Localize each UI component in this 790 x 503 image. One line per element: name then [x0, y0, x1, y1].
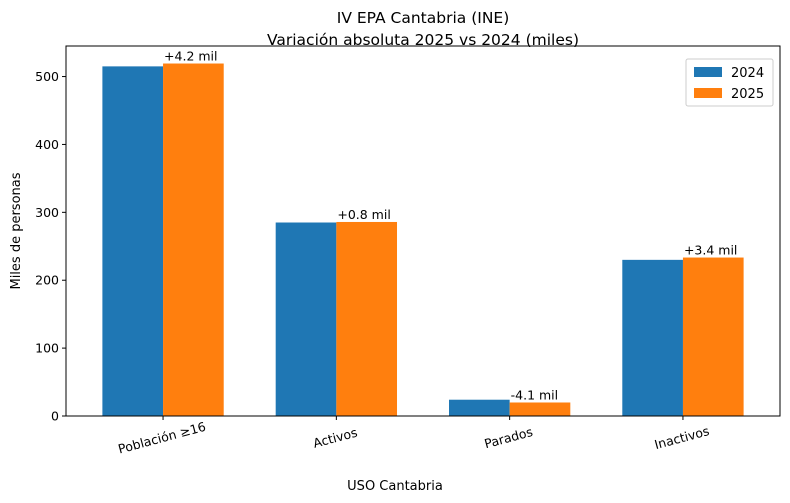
bar-inactivos-2025	[682, 257, 744, 416]
bars-layer	[102, 63, 744, 417]
bar-poblacion-16-2024	[102, 66, 164, 417]
y-axis-label: Miles de personas	[9, 172, 24, 289]
legend: 2024 2025	[685, 58, 774, 107]
x-axis: Población ≥16 Activos Parados Inactivos	[116, 416, 711, 457]
data-label-activos: +0.8 mil	[337, 207, 390, 222]
bar-poblacion-16-2025	[163, 63, 224, 417]
x-tick-label-parados: Parados	[483, 424, 535, 451]
bar-parados-2025	[509, 402, 571, 416]
y-tick-label-400: 400	[35, 137, 59, 152]
y-axis: 0 100 200 300 400 500	[35, 69, 66, 424]
bar-activos-2025	[336, 221, 398, 416]
data-label-poblacion-16: +4.2 mil	[164, 49, 217, 64]
data-labels-layer: +4.2 mil +0.8 mil -4.1 mil +3.4 mil	[164, 49, 737, 403]
chart-title-line-2: Variación absoluta 2025 vs 2024 (miles)	[267, 31, 579, 49]
y-tick-label-500: 500	[35, 69, 59, 84]
bar-inactivos-2024	[622, 259, 683, 416]
plot-frame	[65, 45, 781, 417]
y-tick-label-100: 100	[35, 341, 59, 356]
data-label-inactivos: +3.4 mil	[684, 243, 737, 258]
legend-swatch-2024	[694, 67, 722, 77]
bar-parados-2024	[449, 399, 510, 416]
data-label-parados: -4.1 mil	[511, 387, 559, 402]
bar-activos-2024	[275, 222, 337, 416]
legend-label-2024: 2024	[731, 66, 764, 81]
x-tick-label-activos: Activos	[311, 425, 358, 451]
x-tick-label-poblacion-16: Población ≥16	[116, 419, 207, 457]
y-tick-label-300: 300	[35, 205, 59, 220]
y-tick-label-200: 200	[35, 273, 59, 288]
y-tick-label-0: 0	[51, 409, 59, 424]
x-axis-label: USO Cantabria	[347, 479, 443, 494]
chart-title-line-1: IV EPA Cantabria (INE)	[337, 9, 510, 27]
x-tick-label-inactivos: Inactivos	[653, 423, 711, 452]
legend-swatch-2025	[694, 88, 722, 98]
legend-label-2025: 2025	[731, 87, 764, 102]
